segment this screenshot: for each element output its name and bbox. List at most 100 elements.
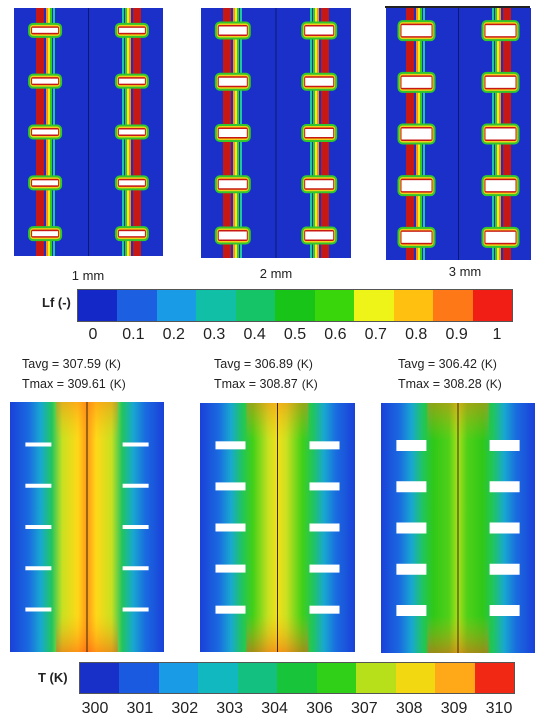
fin (309, 482, 340, 491)
lf-contour-3mm (386, 8, 531, 260)
fin (401, 76, 432, 88)
t-tick-label: 302 (171, 700, 199, 717)
fin (485, 180, 516, 192)
t-colorbar-segment (277, 663, 317, 693)
tmax-value: 308.87 (259, 377, 298, 391)
tavg-label: Tavg = (398, 357, 436, 371)
lf-tick-label: 0.7 (364, 326, 387, 343)
unit: (K) (109, 377, 126, 391)
fin (489, 563, 520, 575)
fin (218, 129, 247, 137)
lf-colorbar-segment (433, 290, 473, 321)
lf-colorbar-segment (117, 290, 157, 321)
t-tick-label: 309 (440, 700, 468, 717)
fin (118, 129, 145, 135)
lf-colorbar-segment (393, 290, 434, 321)
fin (32, 129, 59, 135)
t-colorbar (79, 662, 515, 694)
t-tick-label: 304 (261, 700, 288, 717)
fin (122, 483, 149, 488)
fin (396, 563, 427, 575)
fin (25, 442, 52, 447)
fin (309, 523, 340, 532)
fin-size-label-1mm: 1 mm (71, 268, 105, 283)
fin (25, 566, 52, 571)
fin (122, 607, 149, 612)
stats-3mm: Tavg = 306.42 (K) Tmax = 308.28 (K) (398, 354, 502, 394)
fin (305, 180, 334, 189)
fin (309, 605, 340, 614)
tmax-label: Tmax = (398, 377, 441, 391)
t-colorbar-title: T (K) (38, 670, 68, 685)
fin (218, 180, 247, 189)
tavg-value: 306.89 (254, 357, 293, 371)
t-colorbar-segment (395, 663, 436, 693)
fin (485, 76, 516, 88)
fin (305, 231, 334, 240)
fin (215, 482, 246, 491)
fin (215, 523, 246, 532)
fin (118, 78, 145, 84)
fin (25, 607, 52, 612)
stats-1mm: Tavg = 307.59 (K) Tmax = 309.61 (K) (22, 354, 126, 394)
fin (25, 483, 52, 488)
fin-size-label-3mm: 3 mm (448, 264, 482, 279)
lf-tick-label: 0.9 (445, 326, 468, 343)
tmax-label: Tmax = (214, 377, 257, 391)
fin (396, 440, 427, 451)
lf-tick-label: 0.2 (162, 326, 185, 343)
fin-size-label-2mm: 2 mm (259, 266, 293, 281)
t-contour-1mm (10, 402, 164, 652)
t-tick-label: 306 (306, 700, 333, 717)
t-tick-label: 308 (395, 700, 423, 717)
fin (215, 605, 246, 614)
fin (305, 129, 334, 137)
fin (401, 180, 432, 192)
lf-colorbar-segment (275, 290, 315, 321)
tmax-label: Tmax = (22, 377, 65, 391)
lf-colorbar-segment (354, 290, 394, 321)
t-colorbar-segment (316, 663, 357, 693)
t-contour-2mm (200, 403, 355, 652)
t-tick-label: 300 (81, 700, 109, 717)
fin (401, 128, 432, 140)
fin (489, 522, 520, 534)
fin (485, 25, 516, 37)
fin (32, 27, 59, 33)
fin (122, 525, 149, 529)
lf-contour-1mm (14, 8, 163, 256)
lf-colorbar-segment (472, 290, 512, 321)
fin (25, 525, 52, 529)
t-colorbar-segment (237, 663, 278, 693)
fin (305, 77, 334, 86)
fin (401, 231, 432, 243)
lf-colorbar-segment (156, 290, 197, 321)
lf-colorbar-segment (78, 290, 118, 321)
lf-tick-label: 0.8 (405, 326, 428, 343)
lf-colorbar-segment (196, 290, 236, 321)
fin (215, 441, 246, 450)
unit: (K) (480, 357, 497, 371)
tmax-value: 308.28 (443, 377, 482, 391)
t-colorbar-segment (474, 663, 514, 693)
lf-tick-label: 1 (492, 326, 502, 343)
t-contour-3mm (381, 403, 535, 653)
t-colorbar-segment (158, 663, 199, 693)
lf-tick-label: 0 (88, 326, 98, 343)
fin (218, 231, 247, 240)
t-colorbar-segment (356, 663, 396, 693)
t-tick-label: 301 (126, 700, 154, 717)
lf-tick-label: 0.1 (122, 326, 145, 343)
lf-colorbar-segment (235, 290, 276, 321)
fin (218, 26, 247, 35)
fin (32, 78, 59, 84)
panel-top-border (385, 6, 530, 8)
fin (396, 605, 427, 616)
tavg-value: 306.42 (438, 357, 477, 371)
lf-colorbar-segment (314, 290, 355, 321)
fin (309, 441, 340, 450)
stats-2mm: Tavg = 306.89 (K) Tmax = 308.87 (K) (214, 354, 318, 394)
lf-contour-2mm (201, 8, 351, 258)
unit: (K) (296, 357, 313, 371)
fin (32, 231, 59, 237)
